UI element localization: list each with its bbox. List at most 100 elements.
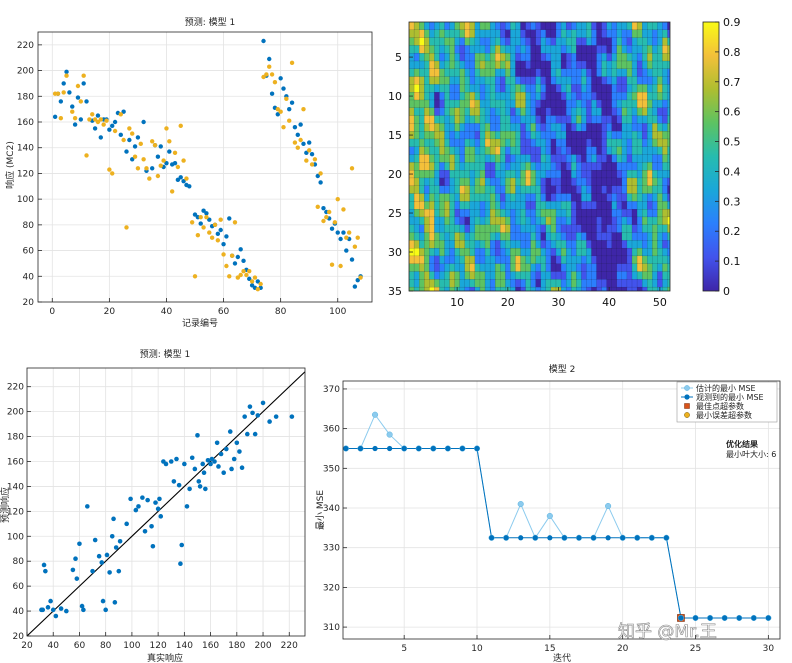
plot-area [37,31,373,303]
data-point [145,497,150,503]
heatmap-cell [586,162,592,171]
heatmap-cell [631,107,638,117]
point-true [58,99,64,104]
heatmap-cell [444,138,451,148]
point-predicted [58,115,64,121]
heatmap-cell [657,29,663,39]
heatmap-cell [459,255,466,265]
heatmap-cell [510,177,516,187]
heatmap-cell [631,271,638,280]
heatmap-cell [555,37,562,46]
heatmap-cell [611,146,618,156]
heatmap-cell [479,177,486,187]
point-predicted [118,112,123,117]
heatmap-cell [530,263,537,273]
heatmap-cell [565,53,572,62]
heatmap-cell [495,138,501,148]
heatmap-cell [586,247,592,257]
heatmap-cell [479,45,486,54]
point-predicted [98,117,104,122]
heatmap-cell [489,162,496,171]
point-predicted [352,244,358,249]
heatmap-cell [601,76,608,85]
heatmap-cell [525,131,532,140]
heatmap-cell [434,162,440,171]
heatmap-cell [505,201,511,210]
heatmap-cell [530,60,537,70]
heatmap-cell [545,286,552,291]
heatmap-cell [611,193,618,202]
data-point [187,486,192,492]
heatmap-cell [434,209,440,218]
data-point [85,504,90,509]
heatmap-cell [510,53,516,62]
heatmap-cell [484,131,491,140]
heatmap-cell [520,240,527,249]
heatmap-cell [413,193,420,202]
heatmap-cell [560,255,567,265]
heatmap-cell [535,45,542,54]
heatmap-cell [611,115,618,124]
point-observed [649,535,655,541]
heatmap-cell [439,271,446,280]
heatmap-cell [409,154,415,163]
data-point [231,456,237,462]
point-predicted [275,106,280,112]
heatmap-cell [429,279,435,288]
heatmap-cell [565,123,572,132]
heatmap-cell [515,92,522,101]
heatmap-cell [631,76,638,85]
heatmap-cell [454,201,461,210]
colorbar-tick-label: 0.4 [723,165,741,178]
point-true [121,109,126,114]
heatmap-cell [434,53,440,62]
heatmap-cell [611,162,618,171]
heatmap-cell [601,68,608,78]
heatmap-cell [525,240,532,249]
heatmap-cell [616,224,623,234]
heatmap-cell [535,92,542,101]
heatmap-cell [444,115,451,124]
heatmap-cell [596,22,603,31]
heatmap-cell [657,115,663,124]
heatmap-cell [642,84,648,93]
heatmap-cell [489,131,496,140]
heatmap-cell [474,22,481,31]
heatmap-cell [606,216,613,226]
heatmap-cell [667,279,670,288]
heatmap-cell [586,177,592,187]
heatmap-cell [500,29,506,39]
heatmap-cell [662,279,668,288]
heatmap-cell [631,279,638,288]
heatmap-cell [571,170,577,179]
heatmap-cell [657,154,663,163]
heatmap-cell [576,263,582,273]
heatmap-cell [560,53,567,62]
heatmap-cell [530,84,537,93]
heatmap-cell [469,29,476,39]
heatmap-cell [555,209,562,218]
heatmap-cell [555,99,562,109]
heatmap-cell [439,255,446,265]
heatmap-cell [479,123,486,132]
data-point [250,410,255,416]
heatmap-cell [591,29,598,39]
heatmap-cell [601,123,608,132]
heatmap-cell [647,240,653,249]
heatmap-cell [550,22,557,31]
heatmap-cell [459,232,466,241]
point-true [70,104,75,109]
point-predicted [144,166,149,171]
point-true [187,184,192,189]
heatmap-cell [500,131,506,140]
point-true [338,236,343,242]
heatmap-cell [555,193,562,202]
heatmap-cell [525,92,532,101]
heatmap-cell [510,209,516,218]
y-tick-label: 40 [23,272,35,282]
heatmap-cell [657,123,663,132]
heatmap-cell [601,224,608,234]
point-true [221,241,226,247]
heatmap-cell [479,279,486,288]
heatmap-cell [454,263,461,273]
